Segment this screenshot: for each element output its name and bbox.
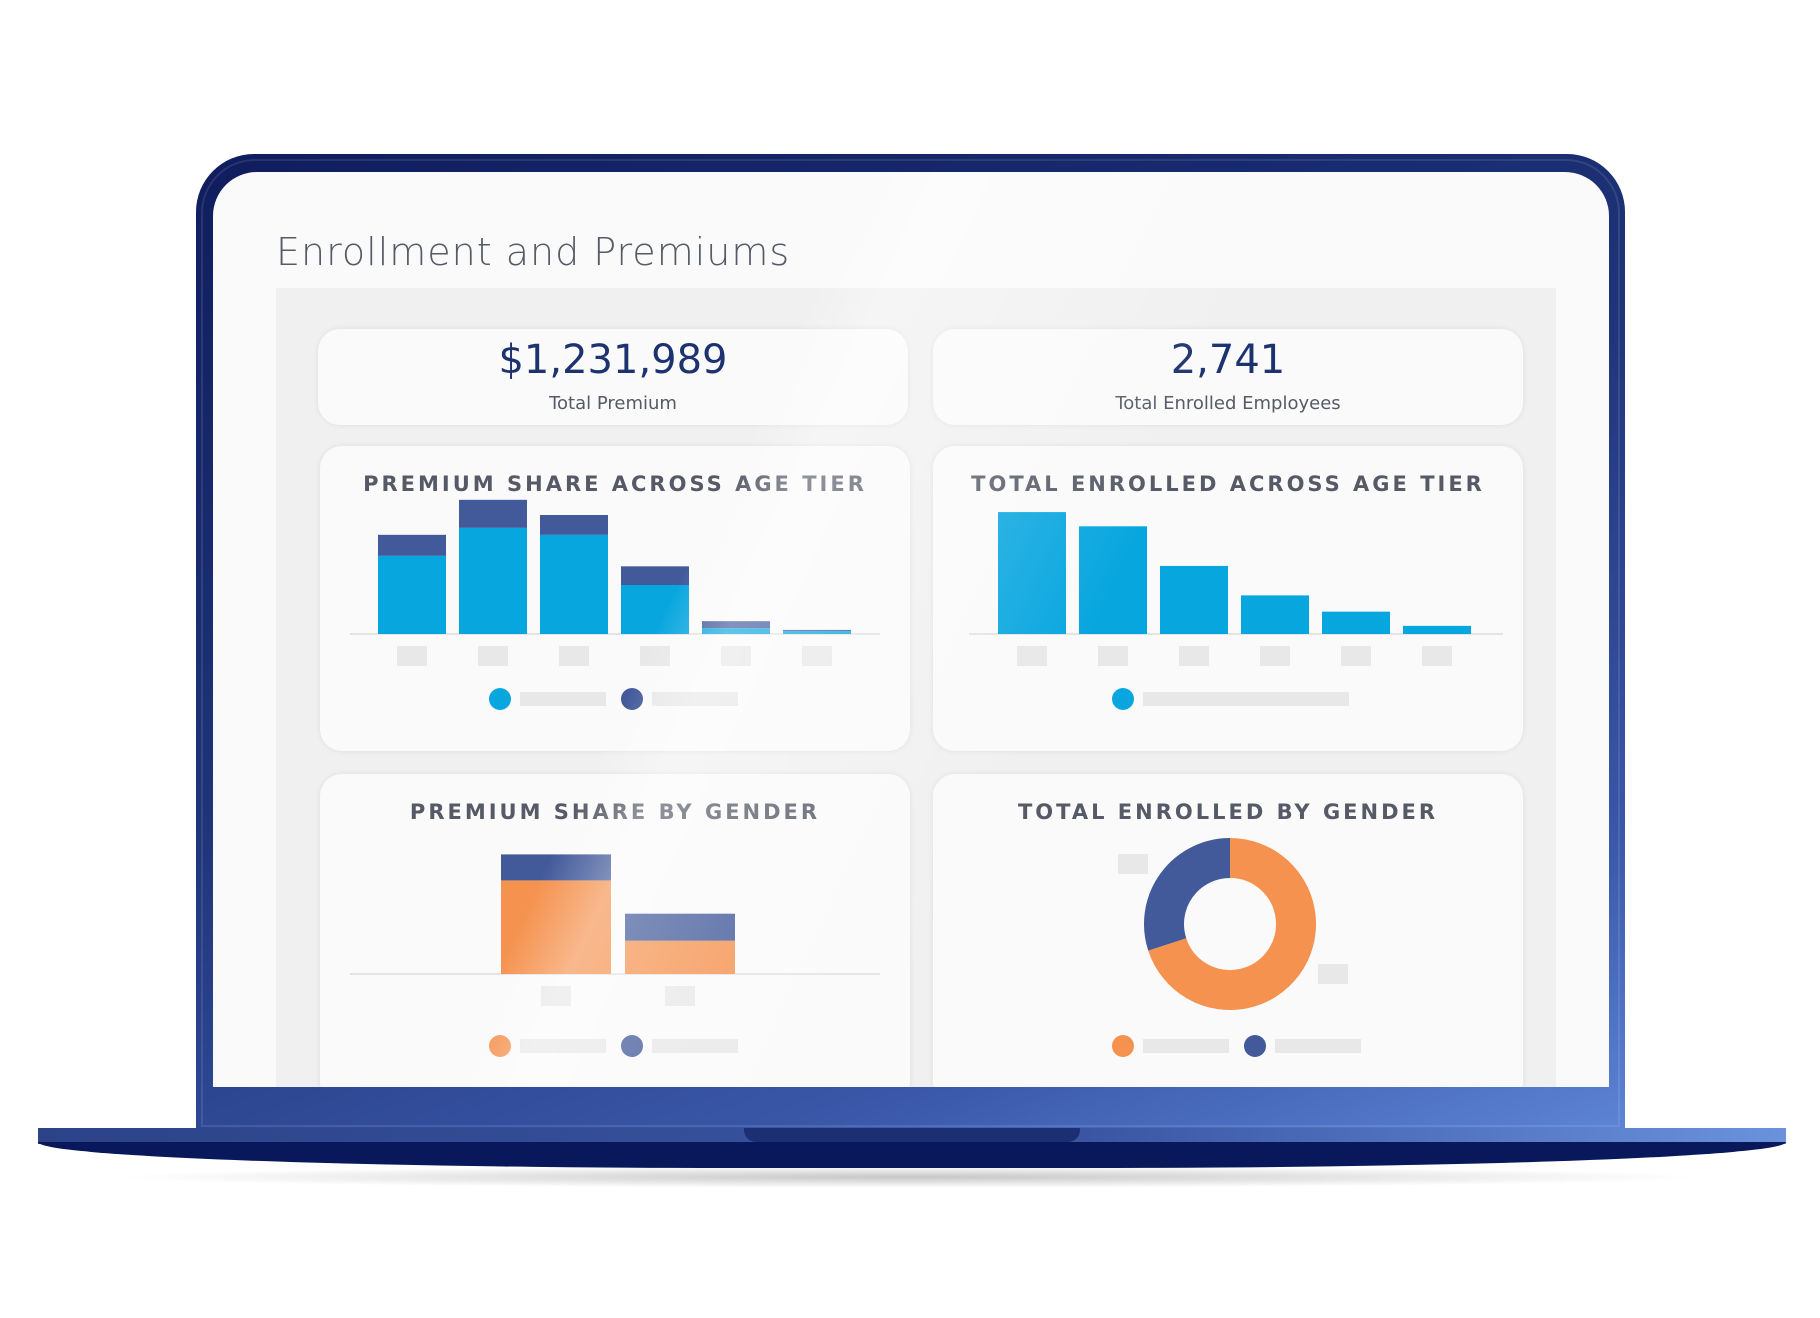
laptop-lid-rim bbox=[201, 159, 1620, 1127]
bar bbox=[621, 566, 689, 585]
chart-card-enrolled-gender: TOTAL ENROLLED BY GENDER bbox=[933, 774, 1523, 1087]
bar bbox=[1241, 595, 1309, 634]
x-tick-label-placeholder bbox=[1260, 646, 1290, 666]
bar bbox=[621, 585, 689, 634]
chart-title: PREMIUM SHARE BY GENDER bbox=[409, 800, 821, 824]
legend-label-placeholder bbox=[520, 1039, 606, 1053]
legend-label-placeholder bbox=[1143, 1039, 1229, 1053]
kpi-label: Total Enrolled Employees bbox=[1115, 393, 1341, 414]
donut-slice bbox=[1148, 838, 1316, 1010]
bar bbox=[783, 629, 851, 632]
bar bbox=[625, 940, 735, 974]
bar bbox=[702, 628, 770, 634]
x-tick-label-placeholder bbox=[640, 646, 670, 666]
chart-card-premium-age: PREMIUM SHARE ACROSS AGE TIER bbox=[320, 446, 910, 751]
x-tick-label-placeholder bbox=[541, 986, 571, 1006]
chart-card-premium-gender: PREMIUM SHARE BY GENDER bbox=[320, 774, 910, 1087]
bar bbox=[625, 913, 735, 941]
legend-swatch bbox=[1244, 1035, 1266, 1057]
x-tick-label-placeholder bbox=[397, 646, 427, 666]
data-label-placeholder bbox=[1118, 854, 1148, 874]
bar bbox=[998, 512, 1066, 634]
laptop-screen: Enrollment and Premiums $1,231,989 Total… bbox=[213, 172, 1609, 1087]
premium-age-chart bbox=[350, 499, 880, 710]
x-tick-label-placeholder bbox=[721, 646, 751, 666]
bar bbox=[1079, 526, 1147, 634]
bar bbox=[501, 854, 611, 881]
x-tick-label-placeholder bbox=[1422, 646, 1452, 666]
x-tick-label-placeholder bbox=[802, 646, 832, 666]
x-tick-label-placeholder bbox=[1098, 646, 1128, 666]
legend-label-placeholder bbox=[652, 1039, 738, 1053]
page-title: Enrollment and Premiums bbox=[276, 230, 791, 274]
legend-swatch bbox=[1112, 688, 1134, 710]
legend-label-placeholder bbox=[1275, 1039, 1361, 1053]
x-tick-label-placeholder bbox=[1179, 646, 1209, 666]
legend-label-placeholder bbox=[1143, 692, 1349, 706]
legend-label-placeholder bbox=[652, 692, 738, 706]
legend-swatch bbox=[621, 1035, 643, 1057]
data-label-placeholder bbox=[1318, 964, 1348, 984]
x-tick-label-placeholder bbox=[559, 646, 589, 666]
chart-title: TOTAL ENROLLED ACROSS AGE TIER bbox=[971, 472, 1485, 496]
bar bbox=[1403, 625, 1471, 634]
x-tick-label-placeholder bbox=[1341, 646, 1371, 666]
bar bbox=[540, 515, 608, 535]
x-tick-label-placeholder bbox=[665, 986, 695, 1006]
premium-gender-chart bbox=[350, 854, 880, 1057]
bar bbox=[378, 555, 446, 634]
kpi-card-total-premium: $1,231,989 Total Premium bbox=[318, 329, 908, 425]
bar bbox=[702, 621, 770, 629]
bar bbox=[459, 527, 527, 634]
enrolled-gender-chart bbox=[1112, 838, 1361, 1057]
legend-swatch bbox=[489, 688, 511, 710]
kpi-label: Total Premium bbox=[549, 393, 677, 414]
kpi-card-total-enrolled: 2,741 Total Enrolled Employees bbox=[933, 329, 1523, 425]
chart-title: TOTAL ENROLLED BY GENDER bbox=[1017, 800, 1439, 824]
donut-slice bbox=[1144, 838, 1231, 951]
bar bbox=[1160, 565, 1228, 634]
enrolled-age-chart bbox=[969, 512, 1503, 710]
kpi-value: $1,231,989 bbox=[498, 337, 728, 383]
chart-title: PREMIUM SHARE ACROSS AGE TIER bbox=[363, 472, 867, 496]
laptop-notch bbox=[744, 1128, 1080, 1142]
bar bbox=[1322, 611, 1390, 634]
legend-label-placeholder bbox=[520, 692, 606, 706]
laptop-base bbox=[38, 1142, 1786, 1168]
bar bbox=[783, 631, 851, 634]
bar bbox=[540, 534, 608, 634]
bar bbox=[501, 880, 611, 974]
kpi-value: 2,741 bbox=[1170, 337, 1286, 383]
legend-swatch bbox=[1112, 1035, 1134, 1057]
legend-swatch bbox=[489, 1035, 511, 1057]
legend-swatch bbox=[621, 688, 643, 710]
bar bbox=[378, 534, 446, 556]
x-tick-label-placeholder bbox=[1017, 646, 1047, 666]
chart-card-enrolled-age: TOTAL ENROLLED ACROSS AGE TIER bbox=[933, 446, 1523, 751]
x-tick-label-placeholder bbox=[478, 646, 508, 666]
laptop-shadow bbox=[110, 1166, 1710, 1188]
bar bbox=[459, 499, 527, 528]
